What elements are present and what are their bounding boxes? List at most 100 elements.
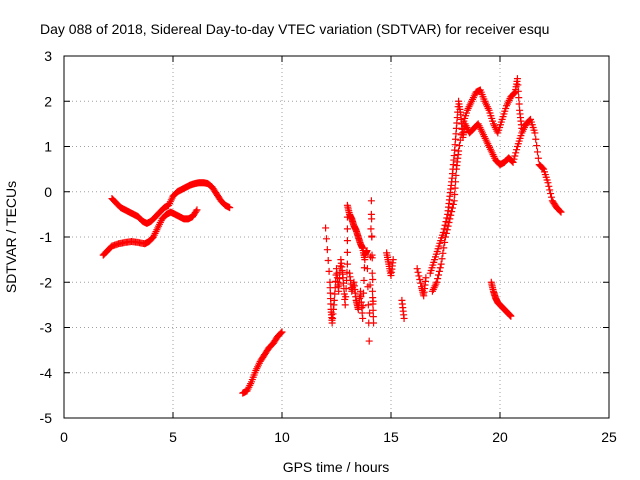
data-point-s2	[278, 328, 286, 336]
data-point-s4	[556, 207, 564, 215]
data-point-s3	[343, 237, 351, 245]
data-point-s5	[455, 147, 463, 155]
data-point-s4	[544, 179, 552, 187]
data-point-s4	[539, 164, 547, 172]
data-point-s3	[360, 276, 368, 284]
data-point-s3	[365, 337, 373, 345]
data-point-s5	[450, 197, 458, 205]
data-point-s3	[367, 210, 375, 218]
data-point-s3	[370, 319, 378, 327]
data-point-s4	[441, 221, 449, 229]
data-point-s5	[434, 275, 442, 283]
data-point-s3	[416, 276, 424, 284]
y-tick-label: 3	[44, 48, 52, 64]
x-tick-label: 10	[274, 429, 290, 445]
grid	[64, 56, 609, 418]
data-point-s3	[342, 285, 350, 293]
data-point-s5	[449, 200, 457, 208]
data-point-s3	[331, 290, 339, 298]
data-point-s4	[533, 142, 541, 150]
data-point-s3	[342, 293, 350, 301]
data-point-s5	[435, 271, 443, 279]
data-point-s3	[363, 247, 371, 255]
data-point-s3	[368, 254, 376, 262]
data-point-s3	[413, 265, 421, 273]
data-point-s5	[510, 89, 518, 97]
data-point-s0	[193, 206, 201, 214]
data-point-s5	[448, 208, 456, 216]
data-point-s5	[439, 249, 447, 257]
data-point-s4	[513, 146, 521, 154]
data-point-s5	[455, 142, 463, 150]
data-point-s5	[451, 190, 459, 198]
data-point-s5	[447, 211, 455, 219]
data-point-s3	[341, 301, 349, 309]
data-point-s4	[510, 155, 518, 163]
data-point-s4	[545, 182, 553, 190]
data-point-s3	[335, 287, 343, 295]
data-point-s3	[367, 225, 375, 233]
data-point-s4	[509, 158, 517, 166]
data-point-s5	[438, 255, 446, 263]
y-tick-label: -5	[40, 410, 53, 426]
data-point-s3	[331, 284, 339, 292]
data-point-s5	[514, 81, 522, 89]
y-tick-label: -3	[40, 320, 53, 336]
data-point-s3	[323, 246, 331, 254]
y-tick-label: -1	[40, 229, 53, 245]
data-point-s5	[456, 136, 464, 144]
data-point-s4	[511, 152, 519, 160]
data-point-s3	[343, 260, 351, 268]
x-axis-label: GPS time / hours	[283, 459, 390, 475]
data-point-s4	[547, 193, 555, 201]
data-point-s3	[363, 265, 371, 273]
data-point-s3	[343, 225, 351, 233]
data-point-s5	[513, 75, 521, 83]
data-point-s1	[226, 204, 234, 212]
data-point-s3	[324, 257, 332, 265]
y-tick-label: 0	[44, 184, 52, 200]
data-point-s3	[422, 274, 430, 282]
data-point-s4	[440, 225, 448, 233]
data-point-s5	[448, 204, 456, 212]
data-point-s3	[368, 287, 376, 295]
data-point-s4	[547, 190, 555, 198]
data-points	[99, 75, 565, 397]
data-point-s3	[359, 314, 367, 322]
data-point-s4	[557, 208, 565, 216]
data-point-s3	[414, 268, 422, 276]
data-point-s5	[458, 125, 466, 133]
data-point-s3	[367, 197, 375, 205]
data-point-s5	[435, 267, 443, 275]
x-tick-label: 5	[169, 429, 177, 445]
y-axis-label: SDTVAR / TECUs	[3, 181, 19, 293]
y-tick-label: 2	[44, 93, 52, 109]
data-point-s3	[369, 306, 377, 314]
data-point-s2	[277, 329, 285, 337]
data-point-s3	[335, 281, 343, 289]
data-point-s5	[436, 264, 444, 272]
data-point-s3	[400, 314, 408, 322]
data-point-s3	[389, 256, 397, 264]
data-point-s5	[515, 94, 523, 102]
data-point-s3	[322, 235, 330, 243]
data-point-s5	[441, 238, 449, 246]
data-point-s3	[322, 224, 330, 232]
data-point-s5	[457, 131, 465, 139]
data-point-s3	[369, 276, 377, 284]
data-point-s5	[442, 233, 449, 241]
data-point-s4	[546, 186, 554, 194]
data-point-s5	[452, 171, 460, 179]
data-point-s3	[366, 281, 374, 289]
data-point-s3	[368, 232, 376, 240]
data-point-s5	[443, 226, 451, 234]
x-tick-label: 0	[60, 429, 68, 445]
data-point-s5	[442, 229, 450, 237]
data-point-s5	[437, 260, 445, 268]
data-point-s4	[439, 228, 447, 236]
data-point-s5	[446, 215, 454, 223]
data-point-s5	[515, 100, 523, 108]
data-point-s3	[415, 272, 423, 280]
data-point-s3	[368, 269, 376, 277]
data-point-s4	[533, 148, 541, 156]
